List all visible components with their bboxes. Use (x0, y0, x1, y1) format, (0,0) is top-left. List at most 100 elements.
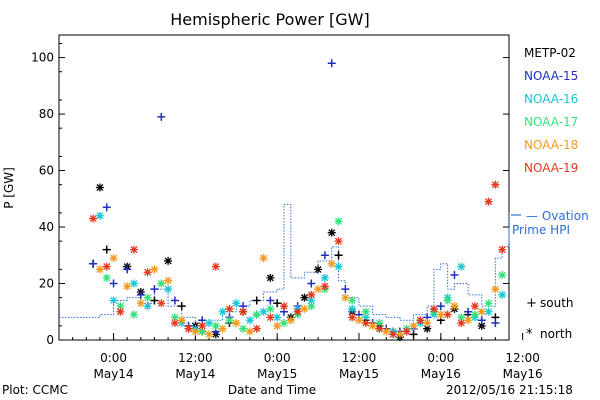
point-north (164, 285, 173, 294)
series-noaa-15 (89, 59, 500, 336)
point-north (157, 299, 166, 308)
y-tick-label: 0 (46, 333, 54, 347)
point-north (348, 296, 357, 305)
point-north (334, 262, 343, 271)
y-tick-label: 100 (31, 51, 54, 65)
point-north (423, 324, 432, 333)
point-north (477, 307, 486, 316)
point-north (280, 319, 288, 328)
legend-item: NOAA-19 (524, 161, 578, 175)
point-north (498, 245, 507, 254)
point-south (136, 290, 145, 299)
point-north (170, 319, 179, 328)
x-tick-date: May16 (503, 367, 543, 381)
point-north (191, 327, 200, 336)
point-north (300, 293, 309, 302)
point-south (464, 307, 473, 316)
point-north (164, 256, 173, 265)
point-north (327, 228, 336, 237)
point-north (232, 319, 241, 328)
point-north (130, 245, 138, 254)
point-north (273, 313, 282, 322)
point-south (266, 296, 275, 305)
point-north (273, 321, 282, 330)
legend-item: NOAA-15 (524, 69, 578, 83)
x-axis-ticks: 0:00 May14 12:00 May14 0:00 May15 12:00 May15 0:… (58, 333, 543, 381)
point-south (150, 285, 159, 294)
legend-marker-label: north (540, 327, 572, 341)
legend-marker-symbol: + (526, 296, 537, 311)
point-north (102, 262, 111, 271)
point-north (198, 327, 207, 336)
point-south (102, 245, 111, 254)
point-north (102, 273, 111, 282)
point-south (327, 59, 336, 68)
legend-ovation-label: Prime HPI (512, 223, 570, 237)
point-north (491, 285, 500, 294)
plot-timestamp: 2012/05/16 21:15:18 (446, 383, 573, 397)
point-north (361, 319, 370, 328)
point-north (498, 271, 507, 280)
point-north (491, 180, 500, 189)
point-north (307, 296, 316, 305)
x-tick-date: May15 (257, 367, 297, 381)
point-north (116, 307, 125, 316)
point-north (205, 330, 213, 339)
point-north (368, 321, 377, 330)
point-north (361, 313, 370, 322)
y-axis-ticks: 0 20 40 60 80 100 (31, 42, 509, 347)
point-north (484, 299, 493, 308)
point-north (334, 237, 343, 246)
point-north (280, 302, 288, 311)
point-north (225, 316, 234, 325)
point-north (348, 313, 357, 322)
point-north (450, 302, 459, 311)
point-north (409, 321, 418, 330)
point-north (184, 324, 193, 333)
point-north (164, 276, 173, 285)
legend-item: NOAA-17 (524, 115, 578, 129)
legend-item: NOAA-18 (524, 138, 578, 152)
point-north (498, 290, 507, 299)
point-north (266, 273, 275, 282)
point-north (95, 265, 104, 274)
point-north (239, 307, 248, 316)
point-north (470, 302, 479, 311)
point-north (211, 321, 220, 330)
x-tick-time: 12:00 (505, 351, 540, 365)
point-north (300, 304, 309, 313)
legend-marker-symbol: * (526, 327, 533, 342)
point-north (225, 304, 234, 313)
point-south (273, 299, 282, 308)
point-south (491, 319, 500, 328)
point-north (245, 316, 254, 325)
plot-source: Plot: CCMC (2, 383, 68, 397)
point-south (436, 302, 445, 311)
point-north (259, 307, 268, 316)
point-south (477, 316, 486, 325)
point-north (116, 302, 125, 311)
point-south (177, 302, 186, 311)
point-north (157, 279, 166, 288)
y-tick-label: 60 (39, 164, 54, 178)
point-north (395, 330, 404, 339)
point-south (320, 251, 329, 260)
x-axis-label: Date and Time (228, 383, 316, 397)
point-north (245, 327, 254, 336)
data-points (89, 59, 507, 342)
point-north (218, 324, 227, 333)
point-north (382, 327, 391, 336)
y-tick-label: 80 (39, 107, 54, 121)
point-north (314, 265, 323, 274)
point-north (130, 310, 138, 319)
point-north (320, 273, 329, 282)
x-tick-time: 0:00 (100, 351, 127, 365)
point-north (109, 296, 118, 305)
point-north (457, 319, 466, 328)
point-north (402, 327, 411, 336)
point-south (89, 259, 98, 268)
point-north (423, 319, 432, 328)
point-north (143, 268, 152, 277)
point-north (348, 304, 357, 313)
